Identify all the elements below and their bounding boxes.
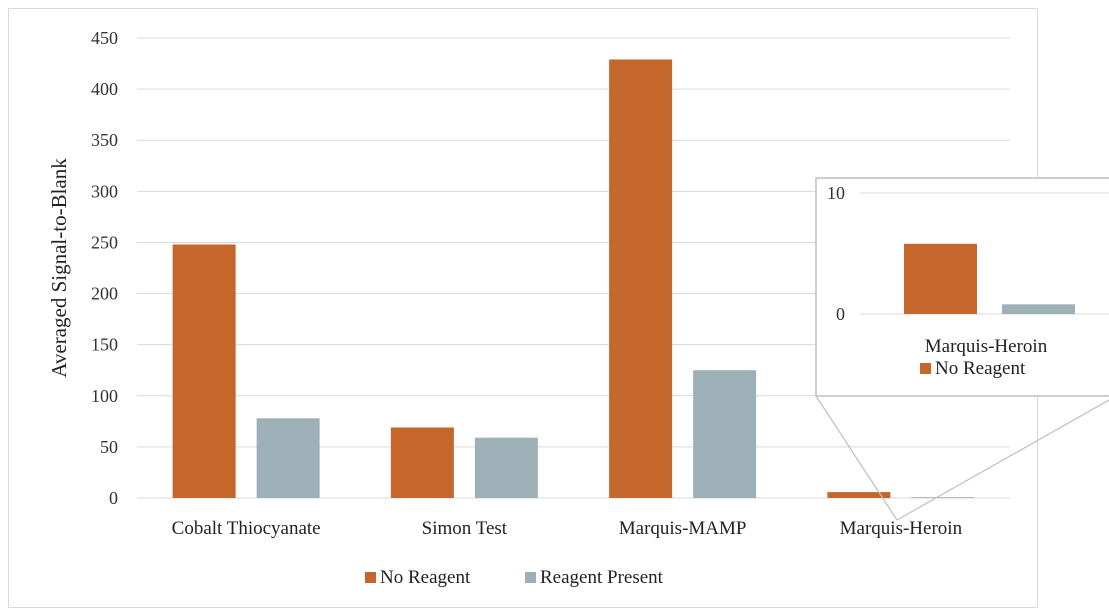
x-category-label: Cobalt Thiocyanate (172, 518, 321, 539)
inset-bar-reagent-present (1002, 304, 1075, 314)
bar-no-reagent (609, 59, 673, 498)
y-tick-label: 50 (100, 437, 118, 457)
y-tick-label: 250 (91, 232, 118, 252)
y-tick-label: 200 (91, 284, 118, 304)
x-category-label: Marquis-Heroin (840, 518, 963, 539)
bar-reagent-present (474, 437, 538, 498)
y-tick-label: 450 (91, 28, 118, 48)
inset-legend-label: No Reagent (935, 358, 1026, 379)
y-tick-label: 300 (91, 181, 118, 201)
bar-no-reagent (827, 492, 891, 498)
bar-reagent-present (693, 370, 757, 498)
inset-category-label: Marquis-Heroin (925, 336, 1048, 357)
y-tick-label: 400 (91, 79, 118, 99)
x-category-label: Marquis-MAMP (619, 518, 747, 539)
inset-y-tick-label: 0 (836, 304, 845, 324)
inset-connector (815, 395, 898, 521)
bar-no-reagent (172, 244, 236, 498)
inset-bar-no-reagent (904, 243, 977, 314)
legend-swatch (365, 572, 376, 583)
x-category-label: Simon Test (422, 518, 508, 539)
bar-reagent-present (256, 418, 320, 498)
legend: No Reagent Reagent Present (365, 567, 664, 588)
legend-label: No Reagent (380, 567, 471, 588)
inset-legend-swatch (920, 363, 931, 374)
y-tick-label: 350 (91, 130, 118, 150)
bar-reagent-present (911, 497, 975, 498)
y-axis-label: Averaged Signal-to-Blank (47, 158, 71, 378)
legend-label: Reagent Present (540, 567, 664, 588)
y-tick-label: 100 (91, 386, 118, 406)
x-category-labels: Cobalt Thiocyanate Simon Test Marquis-MAMP… (172, 518, 963, 539)
inset-y-tick-label: 10 (827, 183, 845, 203)
y-tick-label: 150 (91, 335, 118, 355)
y-tick-labels: 0 50 100 150 200 250 300 350 400 450 (91, 28, 118, 508)
bars (172, 59, 975, 498)
inset-connector (896, 399, 1109, 521)
legend-swatch (525, 572, 536, 583)
bar-no-reagent (390, 427, 454, 498)
y-tick-label: 0 (109, 488, 118, 508)
